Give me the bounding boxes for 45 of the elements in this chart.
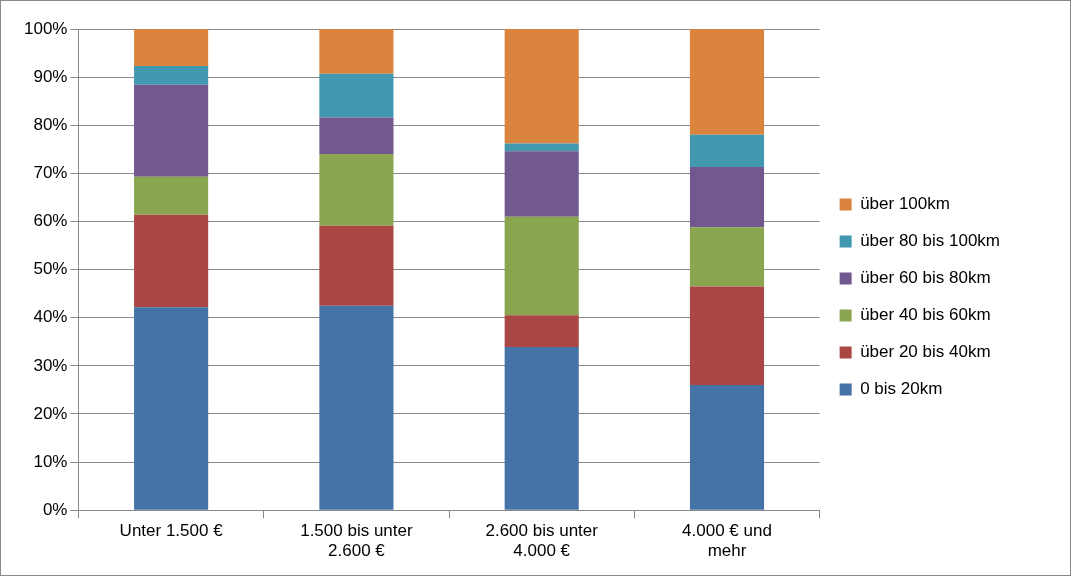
bar — [134, 66, 209, 85]
bar — [689, 286, 765, 386]
legend-label: 0 bis 20km — [860, 379, 943, 399]
bar — [504, 143, 579, 152]
y-tick-label: 50% — [33, 259, 68, 279]
bar — [689, 167, 765, 228]
bar — [319, 29, 394, 74]
bar — [689, 134, 765, 168]
legend-label: über 20 bis 40km — [860, 342, 991, 362]
x-tick-label: 2.600 bis unter 4.000 € — [485, 521, 599, 561]
bar — [319, 225, 394, 306]
bar — [134, 176, 209, 215]
y-tick-label: 100% — [24, 18, 68, 38]
y-tick-label: 30% — [33, 355, 68, 375]
y-tick-label: 10% — [33, 451, 68, 471]
bar — [134, 84, 209, 177]
bar — [134, 29, 209, 67]
legend-label: über 60 bis 80km — [860, 268, 991, 288]
bar — [504, 151, 579, 217]
bar — [504, 216, 579, 316]
bar — [689, 385, 765, 510]
y-tick-label: 0% — [42, 499, 68, 519]
y-tick-label: 60% — [33, 211, 68, 231]
y-tick-label: 90% — [33, 66, 68, 86]
bar — [504, 347, 579, 510]
legend-label: über 40 bis 60km — [860, 305, 991, 325]
legend-label: über 100km — [860, 194, 950, 214]
legend-label: über 80 bis 100km — [860, 231, 1001, 251]
bar — [134, 307, 209, 510]
bar — [319, 73, 394, 118]
y-tick-label: 40% — [33, 307, 68, 327]
bar — [134, 214, 209, 308]
bar — [319, 154, 394, 226]
x-tick-label: 4.000 € und mehr — [682, 521, 772, 561]
x-tick-label: 1.500 bis unter 2.600 € — [300, 521, 413, 561]
bar — [319, 117, 394, 155]
y-tick-label: 80% — [33, 114, 68, 134]
bar — [504, 315, 579, 348]
bar — [319, 305, 394, 510]
bar — [504, 29, 579, 144]
y-tick-label: 70% — [33, 163, 68, 183]
y-tick-label: 20% — [33, 403, 68, 423]
bar — [689, 227, 765, 287]
x-tick-label: Unter 1.500 € — [119, 521, 224, 541]
bar — [689, 29, 765, 135]
